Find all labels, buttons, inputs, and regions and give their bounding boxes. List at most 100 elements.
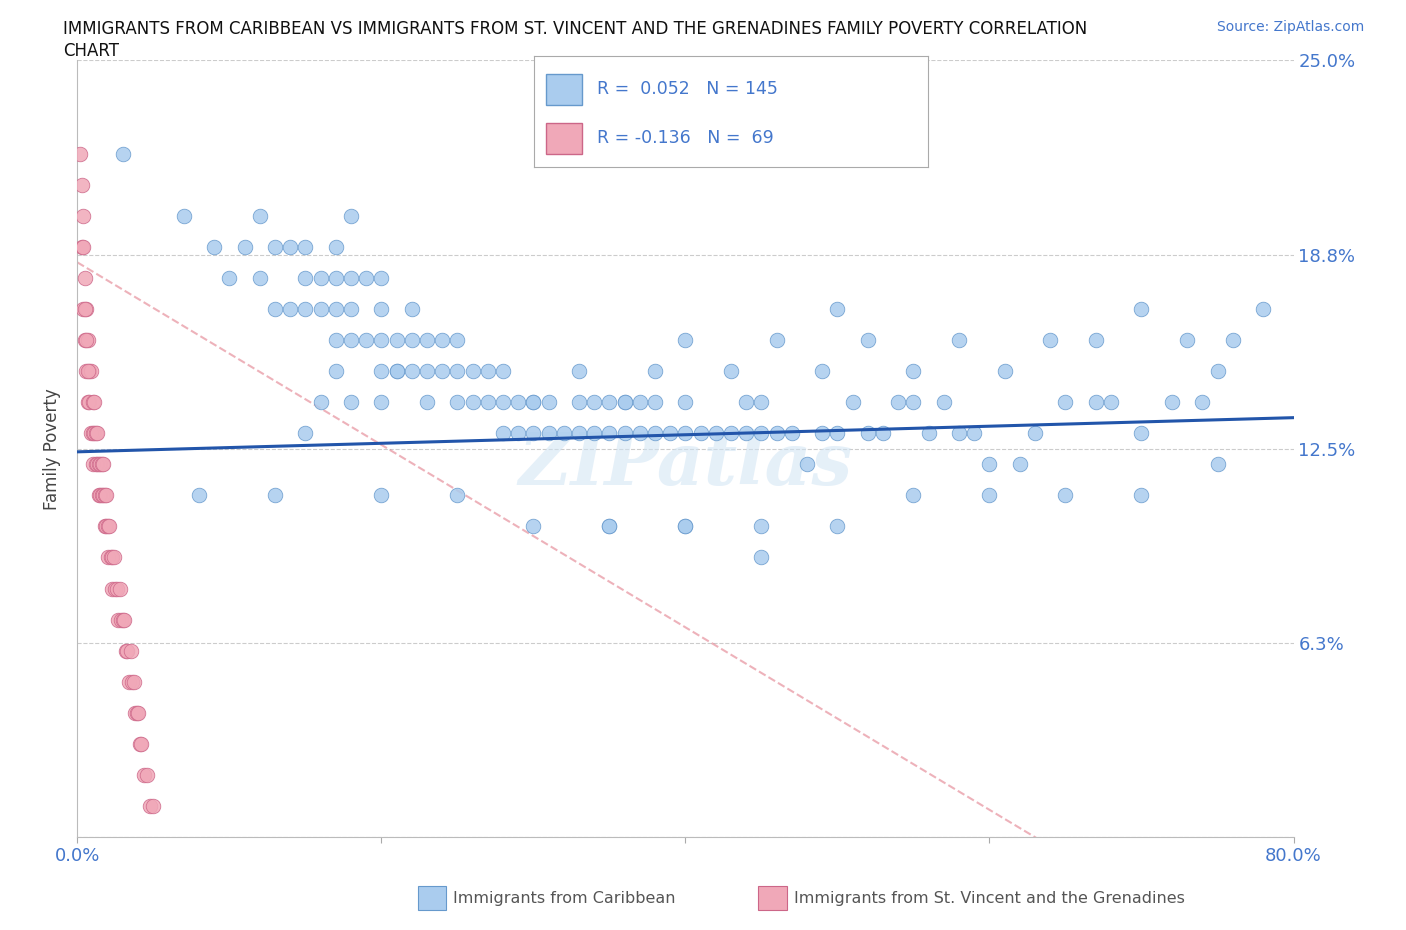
Point (979, 457, 1001, 472)
Point (325, 239, 347, 254)
Point (82, 457, 104, 472)
Point (841, 394, 863, 409)
Point (1054, 394, 1077, 409)
Point (856, 426, 879, 441)
Point (537, 426, 560, 441)
Point (1206, 457, 1229, 472)
Point (73, 301, 96, 316)
Point (948, 333, 970, 348)
Point (492, 426, 515, 441)
Point (294, 426, 316, 441)
Point (644, 364, 666, 379)
Point (751, 519, 773, 534)
Point (173, 208, 195, 223)
Point (104, 581, 127, 596)
Point (430, 364, 453, 379)
Point (1130, 488, 1153, 503)
Point (1054, 488, 1077, 503)
Point (675, 426, 697, 441)
Point (79, 394, 101, 409)
Point (340, 394, 363, 409)
Point (385, 333, 408, 348)
Point (80, 426, 103, 441)
Point (75, 301, 97, 316)
Point (73, 271, 96, 286)
Point (446, 394, 468, 409)
Point (659, 426, 682, 441)
Point (430, 333, 453, 348)
Point (492, 394, 515, 409)
Point (1130, 426, 1153, 441)
Point (628, 394, 651, 409)
Point (948, 426, 970, 441)
Point (446, 333, 468, 348)
Point (118, 674, 141, 689)
Point (91, 457, 114, 472)
Point (70, 178, 93, 193)
Point (568, 364, 591, 379)
Point (385, 364, 408, 379)
Point (249, 208, 271, 223)
Point (83, 394, 105, 409)
Point (780, 426, 803, 441)
Point (903, 364, 925, 379)
Point (97, 550, 120, 565)
Point (218, 271, 240, 286)
Bar (546, 123, 582, 154)
Point (1099, 394, 1122, 409)
Point (751, 426, 773, 441)
Point (811, 364, 834, 379)
Point (105, 581, 128, 596)
Point (416, 364, 439, 379)
Point (979, 488, 1001, 503)
Point (325, 271, 347, 286)
Point (1191, 394, 1213, 409)
Point (125, 705, 148, 720)
Point (325, 301, 347, 316)
Point (98, 519, 121, 534)
Point (477, 364, 499, 379)
Point (751, 550, 773, 565)
Point (89, 457, 111, 472)
Point (89, 488, 111, 503)
Point (202, 239, 225, 254)
Point (675, 519, 697, 534)
Point (1008, 457, 1031, 472)
Point (107, 612, 129, 627)
Point (72, 208, 94, 223)
Point (69, 146, 91, 161)
Text: Source: ZipAtlas.com: Source: ZipAtlas.com (1216, 20, 1364, 34)
Point (765, 333, 787, 348)
Point (598, 519, 620, 534)
Bar (546, 73, 582, 105)
Y-axis label: Family Poverty: Family Poverty (44, 388, 62, 510)
Point (568, 426, 591, 441)
Point (522, 519, 544, 534)
Point (309, 301, 332, 316)
Point (675, 394, 697, 409)
Point (117, 644, 139, 658)
Point (644, 394, 666, 409)
Point (110, 612, 132, 627)
Point (401, 333, 423, 348)
Point (1084, 394, 1107, 409)
Text: CHART: CHART (63, 42, 120, 60)
Point (492, 364, 515, 379)
Point (93, 519, 115, 534)
Point (720, 426, 742, 441)
Point (142, 799, 165, 814)
Point (128, 737, 150, 751)
Point (294, 271, 316, 286)
Text: IMMIGRANTS FROM CARIBBEAN VS IMMIGRANTS FROM ST. VINCENT AND THE GRENADINES FAMI: IMMIGRANTS FROM CARIBBEAN VS IMMIGRANTS … (63, 20, 1087, 38)
Point (264, 239, 287, 254)
Point (80, 364, 103, 379)
Point (111, 612, 134, 627)
Point (114, 612, 136, 627)
Point (120, 644, 142, 658)
Point (370, 301, 392, 316)
Point (87, 488, 110, 503)
Point (82, 394, 104, 409)
Point (354, 271, 377, 286)
Point (735, 426, 758, 441)
Point (93, 488, 115, 503)
